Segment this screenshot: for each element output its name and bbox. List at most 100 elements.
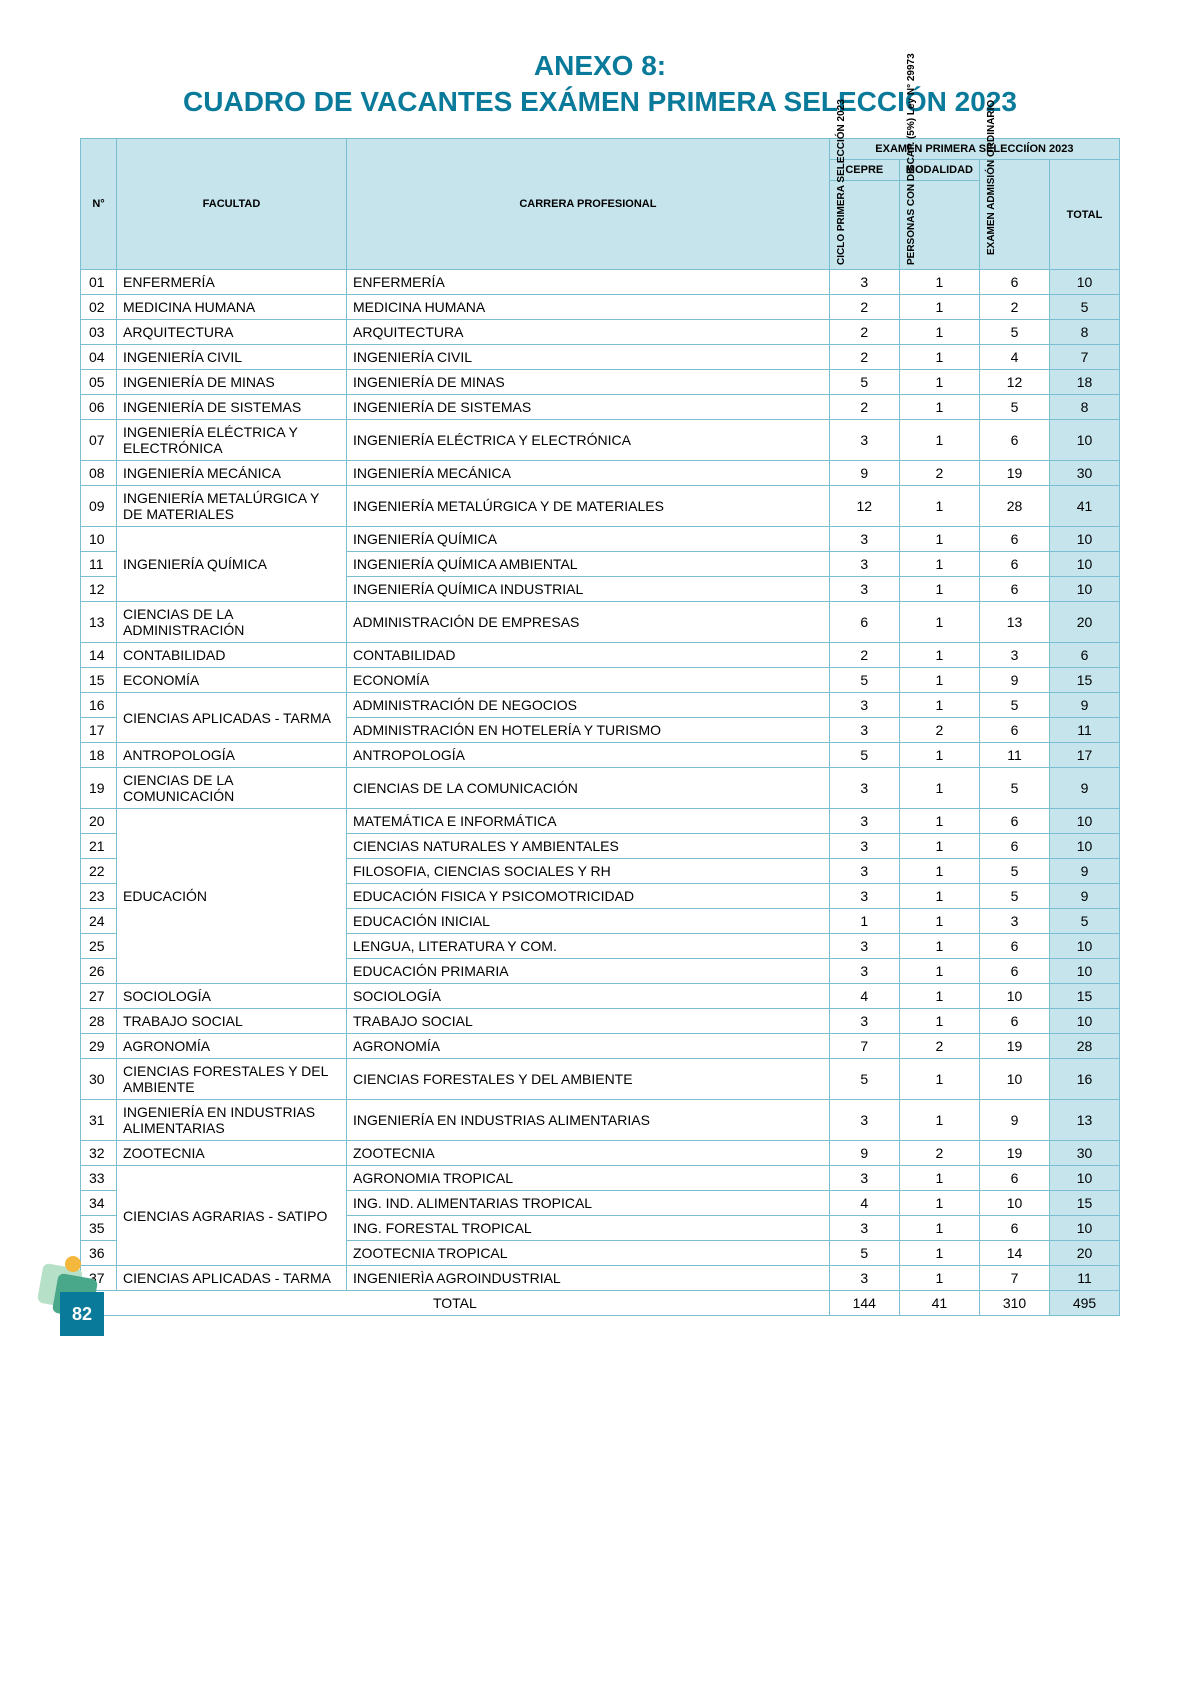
cell-value: 5: [829, 1059, 899, 1100]
cell-total: 15: [1050, 1191, 1120, 1216]
cell-facultad: ARQUITECTURA: [117, 320, 347, 345]
cell-num: 31: [81, 1100, 117, 1141]
cell-carrera: CIENCIAS DE LA COMUNICACIÓN: [347, 768, 830, 809]
cell-value: 6: [980, 1216, 1050, 1241]
cell-total: 7: [1050, 345, 1120, 370]
cell-value: 6: [980, 1166, 1050, 1191]
header-ciclo: CICLO PRIMERA SELECCIÓN 2023: [829, 181, 899, 270]
cell-value: 19: [980, 1141, 1050, 1166]
cell-carrera: INGENIERÍA METALÚRGICA Y DE MATERIALES: [347, 486, 830, 527]
cell-value: 13: [980, 602, 1050, 643]
cell-num: 10: [81, 527, 117, 552]
cell-value: 1: [899, 1100, 979, 1141]
cell-num: 05: [81, 370, 117, 395]
cell-value: 3: [829, 809, 899, 834]
cell-value: 5: [980, 768, 1050, 809]
cell-value: 3: [829, 577, 899, 602]
cell-value: 6: [980, 527, 1050, 552]
cell-value: 1: [899, 1059, 979, 1100]
cell-value: 3: [829, 884, 899, 909]
cell-carrera: ANTROPOLOGÍA: [347, 743, 830, 768]
cell-num: 13: [81, 602, 117, 643]
cell-total: 10: [1050, 552, 1120, 577]
cell-value: 1: [899, 1266, 979, 1291]
table-row: 14CONTABILIDADCONTABILIDAD2136: [81, 643, 1120, 668]
cell-value: 10: [980, 984, 1050, 1009]
cell-facultad: CIENCIAS DE LA ADMINISTRACIÓN: [117, 602, 347, 643]
cell-carrera: ZOOTECNIA: [347, 1141, 830, 1166]
cell-value: 6: [980, 420, 1050, 461]
cell-value: 1: [899, 552, 979, 577]
table-row: 28TRABAJO SOCIALTRABAJO SOCIAL31610: [81, 1009, 1120, 1034]
table-row: 09INGENIERÍA METALÚRGICA Y DE MATERIALES…: [81, 486, 1120, 527]
cell-total: 9: [1050, 768, 1120, 809]
cell-total: 11: [1050, 718, 1120, 743]
cell-value: 6: [980, 270, 1050, 295]
cell-value: 1: [899, 959, 979, 984]
cell-value: 5: [980, 320, 1050, 345]
cell-value: 3: [980, 909, 1050, 934]
cell-total: 15: [1050, 984, 1120, 1009]
cell-value: 2: [829, 320, 899, 345]
cell-value: 1: [829, 909, 899, 934]
cell-value: 1: [899, 934, 979, 959]
footer-label: TOTAL: [81, 1291, 830, 1316]
cell-total: 10: [1050, 834, 1120, 859]
cell-num: 14: [81, 643, 117, 668]
cell-num: 20: [81, 809, 117, 834]
cell-carrera: INGENIERÍA MECÁNICA: [347, 461, 830, 486]
cell-carrera: CONTABILIDAD: [347, 643, 830, 668]
cell-value: 12: [829, 486, 899, 527]
cell-value: 10: [980, 1191, 1050, 1216]
cell-value: 4: [829, 984, 899, 1009]
cell-value: 2: [980, 295, 1050, 320]
cell-facultad: AGRONOMÍA: [117, 1034, 347, 1059]
table-row: 08INGENIERÍA MECÁNICAINGENIERÍA MECÁNICA…: [81, 461, 1120, 486]
cell-value: 6: [980, 718, 1050, 743]
cell-carrera: ING. IND. ALIMENTARIAS TROPICAL: [347, 1191, 830, 1216]
cell-value: 3: [829, 1100, 899, 1141]
cell-value: 1: [899, 370, 979, 395]
cell-carrera: INGENIERÍA EN INDUSTRIAS ALIMENTARIAS: [347, 1100, 830, 1141]
cell-value: 3: [980, 643, 1050, 668]
cell-carrera: ARQUITECTURA: [347, 320, 830, 345]
cell-num: 21: [81, 834, 117, 859]
cell-total: 17: [1050, 743, 1120, 768]
cell-total: 20: [1050, 602, 1120, 643]
cell-total: 13: [1050, 1100, 1120, 1141]
table-body: 01ENFERMERÍAENFERMERÍA3161002MEDICINA HU…: [81, 270, 1120, 1291]
cell-total: 9: [1050, 884, 1120, 909]
cell-carrera: INGENIERÍA QUÍMICA: [347, 527, 830, 552]
footer-v0: 144: [829, 1291, 899, 1316]
cell-value: 5: [980, 859, 1050, 884]
cell-value: 9: [829, 1141, 899, 1166]
table-row: 20EDUCACIÓNMATEMÁTICA E INFORMÁTICA31610: [81, 809, 1120, 834]
cell-value: 1: [899, 693, 979, 718]
cell-total: 10: [1050, 809, 1120, 834]
cell-carrera: INGENIERÍA DE MINAS: [347, 370, 830, 395]
footer-v3: 495: [1050, 1291, 1120, 1316]
cell-value: 12: [980, 370, 1050, 395]
cell-total: 30: [1050, 461, 1120, 486]
cell-value: 19: [980, 461, 1050, 486]
cell-total: 10: [1050, 527, 1120, 552]
cell-value: 1: [899, 1191, 979, 1216]
cell-value: 1: [899, 320, 979, 345]
header-ordinario: EXAMEN ADMISIÓN ORDINARIO: [980, 160, 1050, 270]
cell-carrera: MEDICINA HUMANA: [347, 295, 830, 320]
cell-num: 08: [81, 461, 117, 486]
cell-value: 2: [899, 718, 979, 743]
cell-facultad: CIENCIAS DE LA COMUNICACIÓN: [117, 768, 347, 809]
cell-carrera: SOCIOLOGÍA: [347, 984, 830, 1009]
cell-value: 10: [980, 1059, 1050, 1100]
cell-value: 28: [980, 486, 1050, 527]
table-row: 03ARQUITECTURAARQUITECTURA2158: [81, 320, 1120, 345]
cell-carrera: INGENIERÍA QUÍMICA INDUSTRIAL: [347, 577, 830, 602]
cell-value: 3: [829, 834, 899, 859]
cell-facultad: ECONOMÍA: [117, 668, 347, 693]
cell-total: 10: [1050, 577, 1120, 602]
cell-value: 1: [899, 1216, 979, 1241]
cell-value: 1: [899, 1166, 979, 1191]
cell-num: 22: [81, 859, 117, 884]
cell-total: 41: [1050, 486, 1120, 527]
